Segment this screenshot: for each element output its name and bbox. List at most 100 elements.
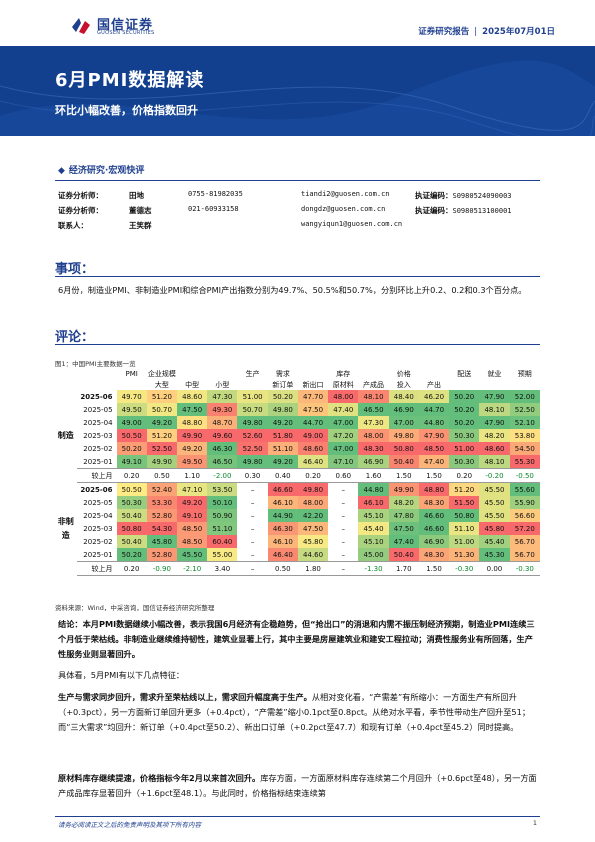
analyst-email[interactable]: dongdz@guosen.com.cn xyxy=(301,205,386,213)
table-cell: 45.50 xyxy=(177,548,208,562)
analyst-role: 证券分析师： xyxy=(58,206,103,215)
table-cell: 50.50 xyxy=(116,429,147,442)
table-cell: – xyxy=(341,498,346,507)
table-cell: 50.80 xyxy=(449,509,480,522)
table-cell: 1.70 xyxy=(388,561,419,576)
table-cell: 44.60 xyxy=(297,548,329,562)
table-cell: 45.80 xyxy=(479,522,510,535)
table-cell: 47.50 xyxy=(297,522,329,535)
table-change-row: 较上月 0.20 0.50 1.10 -2.00 0.30 0.40 0.20 0.60 1.60… xyxy=(55,468,540,483)
point1-text: 从相对变化看，“产需差”有所缩小：一方面生产有所回升（+0.3pct），另一方面… xyxy=(58,692,531,732)
table-header-cell xyxy=(419,368,449,379)
table-cell: 46.10 xyxy=(267,535,298,548)
table-header-cell xyxy=(55,379,117,390)
table-cell: 55.90 xyxy=(509,496,540,509)
table-cell: 50.20 xyxy=(116,548,147,562)
pmi-table-container: PMI 企业规模 生产 需求 库存 价格 配送 就业 预期 大型 中型 小型 新订单 新出口 原材料 产成品 投… xyxy=(55,368,540,600)
table-cell: -0.90 xyxy=(146,561,178,576)
table-cell: 46.90 xyxy=(388,403,419,416)
table-cell: 48.20 xyxy=(479,429,510,442)
table-row: 2025-04 49.00 49.20 48.80 48.70 49.80 49.20 44.… xyxy=(55,416,540,429)
table-cell: 1.10 xyxy=(177,468,208,483)
analyst-role: 联系人： xyxy=(58,221,88,230)
table-header-cell: 库存 xyxy=(336,369,351,378)
table-cell: 47.40 xyxy=(328,403,359,416)
table-cell: 49.80 xyxy=(297,482,329,496)
table-cell: 53.30 xyxy=(146,496,178,509)
table-cell: 52.50 xyxy=(146,442,178,455)
analyst-license: 执证编码：S0980524090003 xyxy=(415,190,512,201)
table-cell: 49.60 xyxy=(207,429,238,442)
table-change-row: 较上月 0.20 -0.90 -2.10 3.40–0.50 1.80– -1.30 1.70… xyxy=(55,561,540,576)
table-cell: 48.60 xyxy=(479,442,510,455)
table-cell: 52.00 xyxy=(509,390,540,403)
table-cell: 47.70 xyxy=(297,390,329,403)
pmi-table: PMI 企业规模 生产 需求 库存 价格 配送 就业 预期 大型 中型 小型 新订单 新出口 原材料 产成品 投… xyxy=(55,368,540,576)
table-row: 2025-03 50.50 51.20 49.90 49.60 52.60 51.80 49.… xyxy=(55,429,540,442)
table-cell: 51.00 xyxy=(449,535,480,548)
table-cell: -2.00 xyxy=(207,468,238,483)
table-header-cell: 原材料 xyxy=(332,380,354,389)
table-row-label: 2025-05 xyxy=(83,405,113,414)
point2-text: 库存方面，一方面原材料库存连续第二个月回升（+0.6pct至48），另一方面产成… xyxy=(58,773,537,798)
table-cell: 47.40 xyxy=(388,535,419,548)
table-cell: 48.10 xyxy=(479,403,510,416)
table-cell: 47.90 xyxy=(418,429,450,442)
table-cell: 45.50 xyxy=(479,482,510,496)
table-row: 2025-03 50.80 54.30 48.50 51.10–46.30 47.50–4… xyxy=(55,522,540,535)
table-cell: 50.30 xyxy=(449,455,480,469)
table-header-row: PMI 企业规模 生产 需求 库存 价格 配送 就业 预期 xyxy=(55,368,540,379)
table-cell: 47.90 xyxy=(479,416,510,429)
comment-heading: 评论： xyxy=(55,330,95,345)
table-cell: 45.80 xyxy=(146,535,178,548)
table-header-cell: 需求 xyxy=(275,369,290,378)
table-header-cell: 价格 xyxy=(396,369,411,378)
table-cell: 50.90 xyxy=(207,509,238,522)
table-cell: 0.60 xyxy=(328,468,359,483)
table-cell: 42.20 xyxy=(297,509,329,522)
table-cell: 49.90 xyxy=(388,482,419,496)
divider xyxy=(55,276,540,277)
table-cell: 51.80 xyxy=(267,429,298,442)
license-code: S0980513100001 xyxy=(452,207,512,215)
table-cell: 50.40 xyxy=(388,455,419,469)
table-cell: 48.60 xyxy=(177,390,208,403)
table-cell: 48.00 xyxy=(358,429,389,442)
brand-name-cn: 国信证券 xyxy=(97,18,154,33)
table-cell: 48.50 xyxy=(418,442,450,455)
analyst-email[interactable]: wangyiqun1@guosen.com.cn xyxy=(301,220,403,228)
table-header-cell: 投入 xyxy=(396,380,411,389)
conclusion-text: 本月PMI数据继续小幅改善，表示我国6月经济有企稳趋势，但“抢出口”的消退和内需… xyxy=(58,619,535,659)
table-cell: 51.30 xyxy=(449,548,480,562)
page-header: 国信证券 GUOSEN SECURITIES 证券研究报告 | 2025年07月01… xyxy=(0,0,595,46)
table-cell: 49.80 xyxy=(237,416,268,429)
events-text: 6月份，制造业PMI、非制造业PMI和综合PMI产出指数分别为49.7%、50.… xyxy=(58,285,527,295)
report-title: 6月PMI数据解读 xyxy=(55,70,205,91)
table-cell: -0.20 xyxy=(479,468,510,483)
table-cell: 47.90 xyxy=(479,390,510,403)
table-cell: 45.80 xyxy=(297,535,329,548)
table-cell: – xyxy=(328,561,359,576)
header-meta: 证券研究报告 | 2025年07月01日 xyxy=(418,25,555,37)
table-cell: – xyxy=(250,485,255,494)
table-cell: 0.50 xyxy=(267,561,298,576)
table-group-label: 非制造 xyxy=(57,517,74,540)
table-cell: 44.80 xyxy=(418,416,450,429)
events-heading: 事项： xyxy=(55,262,95,277)
table-header-cell xyxy=(510,379,540,390)
table-cell: 47.30 xyxy=(358,416,389,429)
analyst-name: 田地 xyxy=(129,191,144,200)
table-row-label: 2025-05 xyxy=(83,498,113,507)
brand-logo-icon xyxy=(72,18,90,34)
footer-disclaimer[interactable]: 请务必阅读正文之后的免责声明及其项下所有内容 xyxy=(58,821,201,829)
table-cell: 49.90 xyxy=(146,455,178,469)
table-cell: 46.60 xyxy=(267,482,298,496)
license-code: S0980524090003 xyxy=(452,192,512,200)
table-row: 2025-02 50.40 45.80 48.50 60.40–46.10 45.80–4… xyxy=(55,535,540,548)
table-row-label: 2025-02 xyxy=(83,537,113,546)
table-cell: 51.10 xyxy=(207,522,238,535)
table-cell: 0.20 xyxy=(116,468,147,483)
analyst-email[interactable]: tiandi2@guosen.com.cn xyxy=(301,190,390,198)
table-cell: 46.40 xyxy=(267,548,298,562)
table-cell: 49.80 xyxy=(388,429,419,442)
